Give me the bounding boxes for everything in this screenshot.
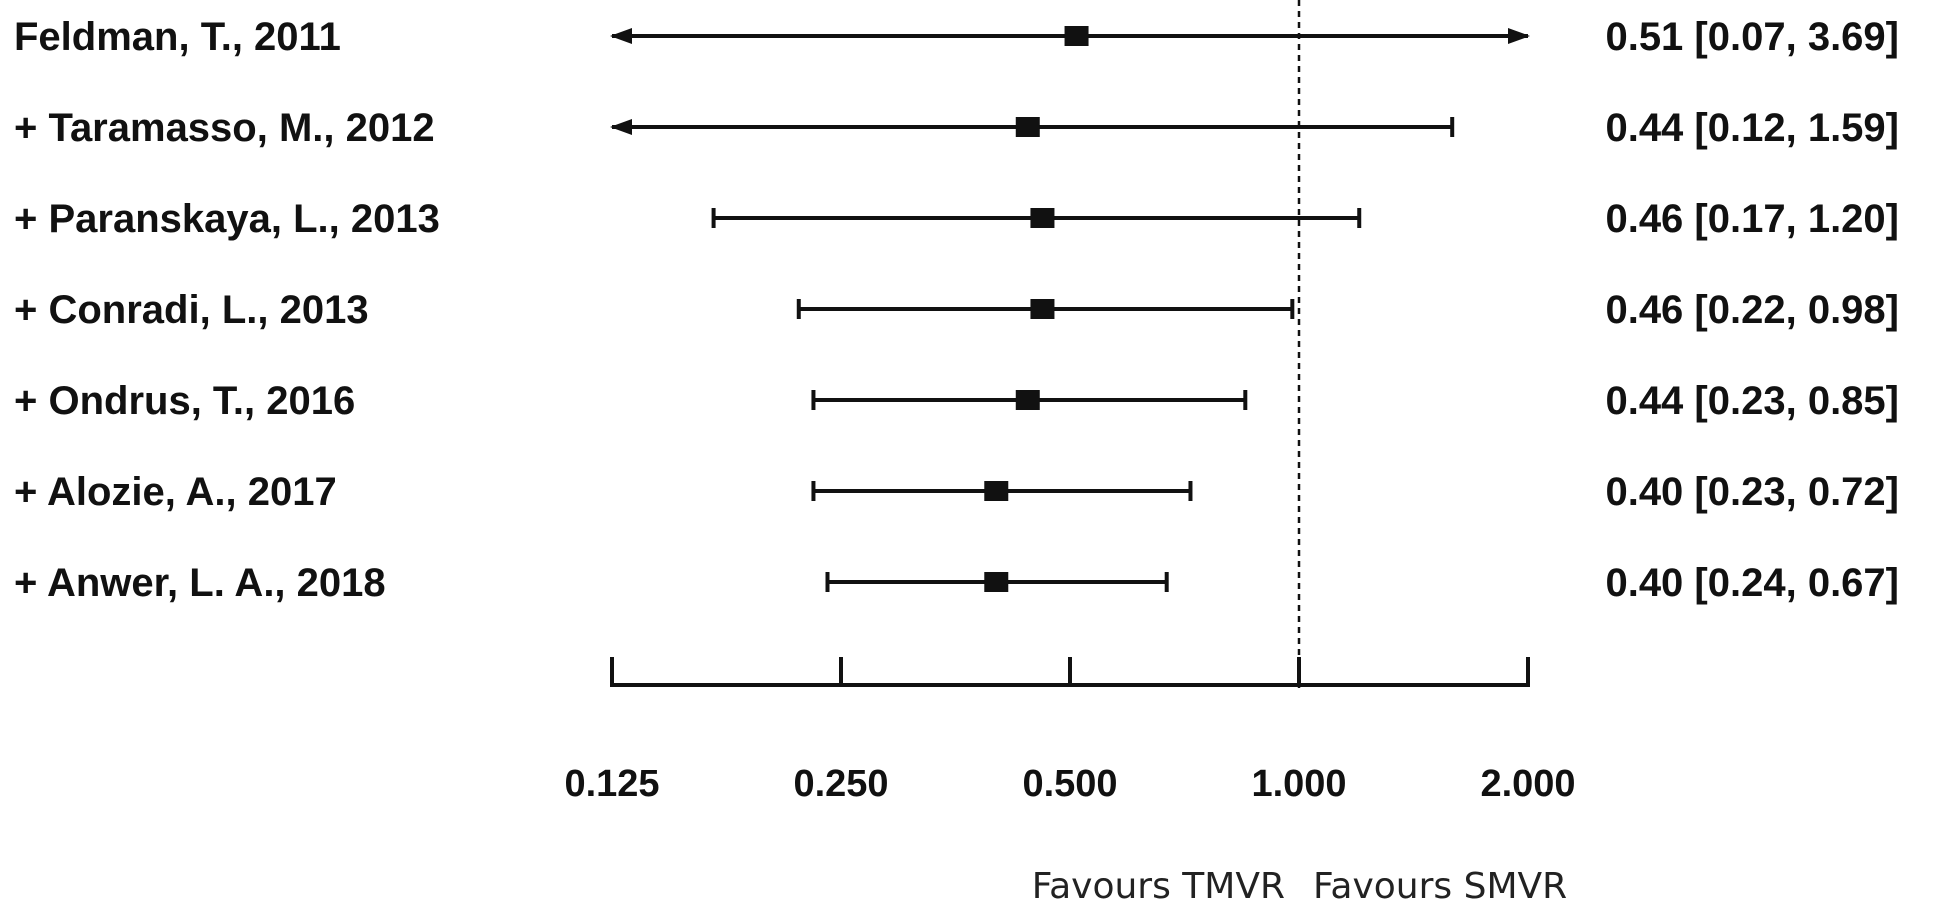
- point-estimates: [984, 26, 1089, 592]
- point-estimate: [1030, 208, 1055, 228]
- ci-value-label: 0.40 [0.24, 0.67]: [1605, 561, 1899, 605]
- ci-value-label: 0.46 [0.17, 1.20]: [1605, 197, 1899, 241]
- favours-smvr-label: Favours SMVR: [1313, 866, 1567, 907]
- ci-value-label: 0.44 [0.23, 0.85]: [1605, 379, 1899, 423]
- study-label: + Alozie, A., 2017: [14, 470, 337, 514]
- study-label: + Ondrus, T., 2016: [14, 379, 355, 423]
- ci-labels: 0.51 [0.07, 3.69] 0.44 [0.12, 1.59] 0.46 […: [1605, 15, 1899, 605]
- x-tick-labels: 0.125 0.250 0.500 1.000 2.000: [564, 763, 1575, 805]
- x-tick-label: 1.000: [1251, 763, 1346, 805]
- x-tick-label: 0.125: [564, 763, 659, 805]
- study-labels: Feldman, T., 2011 + Taramasso, M., 2012 + …: [14, 15, 440, 605]
- point-estimate: [984, 572, 1009, 592]
- study-label: + Taramasso, M., 2012: [14, 106, 435, 150]
- ci-value-label: 0.40 [0.23, 0.72]: [1605, 470, 1899, 514]
- ci-value-label: 0.44 [0.12, 1.59]: [1605, 106, 1899, 150]
- point-estimate: [1015, 117, 1040, 137]
- point-estimate: [1064, 26, 1089, 46]
- confidence-intervals: [610, 28, 1530, 592]
- point-estimate: [1015, 390, 1040, 410]
- study-label: Feldman, T., 2011: [14, 15, 341, 59]
- x-tick-label: 0.500: [1022, 763, 1117, 805]
- study-label: + Conradi, L., 2013: [14, 288, 369, 332]
- ci-value-label: 0.51 [0.07, 3.69]: [1605, 15, 1899, 59]
- x-axis: [610, 657, 1530, 687]
- favours-tmvr-label: Favours TMVR: [1032, 866, 1285, 907]
- point-estimate: [984, 481, 1009, 501]
- point-estimate: [1030, 299, 1055, 319]
- ci-value-label: 0.46 [0.22, 0.98]: [1605, 288, 1899, 332]
- x-tick-label: 0.250: [793, 763, 888, 805]
- x-tick-label: 2.000: [1480, 763, 1575, 805]
- study-label: + Paranskaya, L., 2013: [14, 197, 440, 241]
- study-label: + Anwer, L. A., 2018: [14, 561, 386, 605]
